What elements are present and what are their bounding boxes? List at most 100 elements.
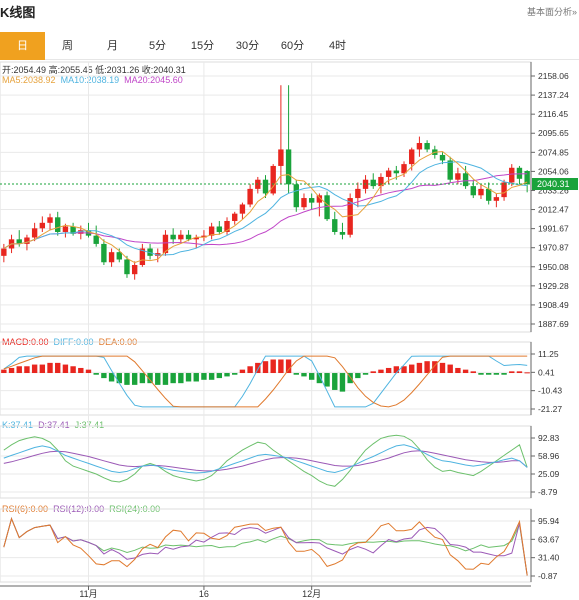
ma10-line bbox=[3, 161, 528, 256]
candle-body bbox=[39, 222, 46, 229]
macd-bar bbox=[108, 373, 115, 382]
open-value: 2054.49 bbox=[13, 65, 47, 75]
tab-60min[interactable]: 60分 bbox=[280, 40, 305, 52]
candle-body bbox=[409, 149, 415, 165]
macd-bar bbox=[462, 369, 469, 374]
candle-body bbox=[516, 167, 523, 179]
candle-body bbox=[185, 234, 192, 240]
macd-bar bbox=[362, 373, 369, 375]
macd-bar bbox=[393, 366, 400, 374]
tab-5min[interactable]: 5分 bbox=[148, 40, 167, 52]
fundamental-analysis-link[interactable]: 基本面分析» bbox=[526, 7, 577, 17]
macd-bar bbox=[270, 359, 276, 374]
candle-body bbox=[270, 165, 276, 194]
candle-body bbox=[224, 220, 230, 232]
candle-body bbox=[439, 154, 446, 161]
kdj-axis-label: 92.83 bbox=[538, 433, 560, 443]
ma20-line bbox=[3, 173, 528, 249]
candle-body bbox=[470, 186, 476, 196]
macd-bar bbox=[178, 373, 184, 384]
macd-bar bbox=[485, 373, 492, 375]
tab-30min[interactable]: 30分 bbox=[235, 40, 260, 52]
candle-body bbox=[332, 219, 338, 232]
price-axis-label: 1970.87 bbox=[538, 243, 569, 253]
macd-axis-label: -21.27 bbox=[538, 404, 562, 414]
macd-bar bbox=[424, 361, 430, 374]
candle-body bbox=[78, 230, 84, 234]
candle-body bbox=[247, 188, 253, 205]
macd-bar bbox=[278, 359, 284, 374]
macd-axis-label: 0.41 bbox=[538, 367, 555, 377]
tab-15min[interactable]: 15分 bbox=[190, 40, 215, 52]
candle-body bbox=[324, 195, 330, 220]
tab-4hour[interactable]: 4时 bbox=[328, 40, 347, 52]
tab-week[interactable]: 周 bbox=[62, 40, 73, 52]
macd-axis-label: 11.25 bbox=[538, 349, 559, 359]
macd-bar bbox=[170, 373, 176, 384]
candle-body bbox=[509, 167, 515, 183]
macd-bar bbox=[62, 364, 69, 374]
candle-body bbox=[293, 184, 299, 208]
macd-bar bbox=[524, 372, 530, 374]
k-label: K: bbox=[2, 420, 11, 430]
macd-bar bbox=[255, 362, 261, 374]
tab-day[interactable]: 日 bbox=[0, 32, 45, 60]
candle-body bbox=[31, 228, 38, 238]
macd-bar bbox=[208, 373, 215, 380]
tab-month[interactable]: 月 bbox=[107, 40, 118, 52]
macd-bar bbox=[501, 373, 507, 375]
kdj-axis-label: 25.09 bbox=[538, 469, 560, 479]
candle-body bbox=[378, 176, 384, 187]
kdj-k-line bbox=[3, 444, 528, 474]
macd-bar bbox=[70, 366, 76, 374]
d-label: D: bbox=[38, 420, 48, 430]
kdj-j-line bbox=[3, 434, 528, 487]
macd-bar bbox=[401, 366, 407, 374]
macd-bar bbox=[370, 371, 376, 374]
k-value: 37.41 bbox=[10, 420, 34, 430]
macd-bar bbox=[139, 373, 146, 384]
price-axis-label: 2116.45 bbox=[538, 109, 568, 119]
macd-bar bbox=[385, 367, 392, 374]
candle-body bbox=[285, 149, 292, 185]
candle-body bbox=[201, 235, 207, 238]
dea-line bbox=[3, 355, 528, 408]
candle-body bbox=[16, 239, 22, 244]
candle-body bbox=[108, 252, 115, 263]
macd-bar bbox=[439, 362, 446, 374]
open-label: 开: bbox=[2, 65, 14, 75]
macd-bar bbox=[232, 373, 238, 375]
macd-bar bbox=[85, 369, 92, 374]
candle-body bbox=[278, 149, 284, 166]
candle-body bbox=[101, 243, 107, 263]
candle-body bbox=[162, 234, 169, 254]
macd-bar bbox=[155, 373, 161, 385]
candle-body bbox=[139, 248, 146, 266]
macd-bar bbox=[509, 371, 515, 374]
candle-body bbox=[262, 179, 269, 194]
macd-bar bbox=[147, 373, 153, 384]
price-axis-label: 2095.65 bbox=[538, 128, 569, 138]
macd-bar bbox=[332, 373, 338, 390]
macd-bar bbox=[39, 364, 46, 374]
macd-bar bbox=[324, 373, 330, 387]
candle-body bbox=[493, 197, 500, 201]
price-axis-label: 2137.24 bbox=[538, 90, 569, 100]
price-axis-label: 1887.69 bbox=[538, 319, 569, 329]
macd-bar bbox=[55, 362, 61, 374]
candle-body bbox=[93, 235, 99, 244]
candle-body bbox=[62, 226, 69, 232]
low-value: 2031.26 bbox=[106, 65, 140, 75]
candle-body bbox=[147, 248, 153, 256]
macd-bar bbox=[47, 362, 53, 374]
candle-body bbox=[447, 160, 453, 180]
rsi-axis-label: 63.67 bbox=[538, 534, 560, 544]
candle-body bbox=[385, 170, 392, 177]
rsi-axis-label: -0.87 bbox=[538, 571, 558, 581]
price-axis-label: 2158.06 bbox=[538, 71, 569, 81]
macd-bar bbox=[416, 362, 423, 374]
macd-bar bbox=[78, 367, 84, 374]
ma5-value: 2038.92 bbox=[23, 75, 56, 85]
candle-body bbox=[208, 226, 215, 236]
